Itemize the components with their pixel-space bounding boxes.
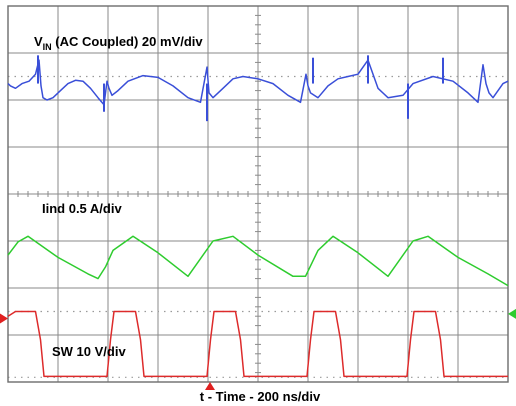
grid <box>7 5 509 383</box>
sw-ground-marker <box>0 313 8 324</box>
vin-trace <box>7 59 509 106</box>
time-axis-label: t - Time - 200 ns/div <box>200 389 321 404</box>
vin-label-rest: (AC Coupled) 20 mV/div <box>52 34 204 49</box>
iind-ground-marker <box>508 308 516 319</box>
sw-channel-label: SW 10 V/div <box>52 344 126 359</box>
vin-channel-label: VIN (AC Coupled) 20 mV/div <box>34 34 203 52</box>
iind-channel-label: Iind 0.5 A/div <box>42 201 122 216</box>
plot-frame <box>7 5 509 383</box>
channel-markers <box>0 308 516 390</box>
vin-label-main: V <box>34 34 43 49</box>
traces <box>7 55 509 378</box>
iind-trace <box>7 235 509 287</box>
sw-trace <box>7 310 508 378</box>
vin-label-sub: IN <box>43 42 52 52</box>
trigger-position-marker <box>205 382 215 390</box>
